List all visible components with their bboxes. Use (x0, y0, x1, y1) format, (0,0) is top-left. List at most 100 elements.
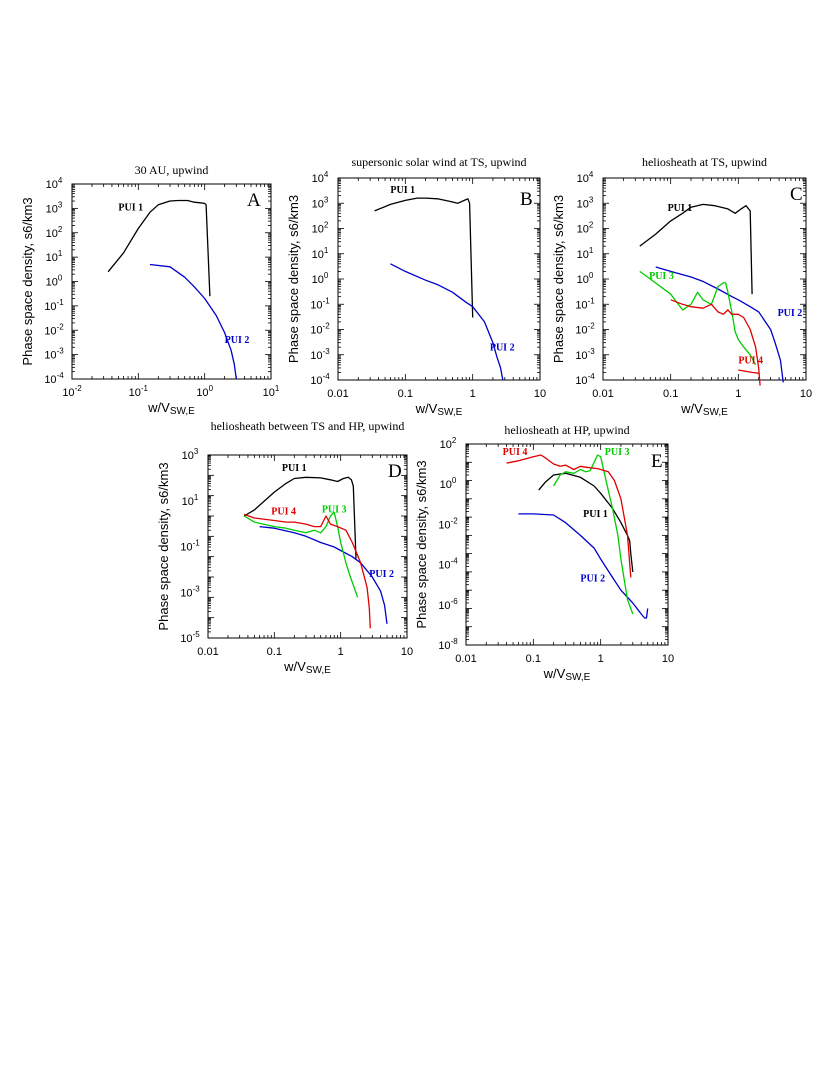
panel-b-y-tick-base: 10 (312, 198, 324, 210)
panel-b-y-tick-exponent: 0 (324, 271, 329, 280)
panel-a-x-tick-exponent: -2 (75, 384, 83, 393)
panel-b-x-tick-base: 0.01 (327, 388, 348, 400)
panel-d-x-tick-base: 1 (338, 646, 344, 658)
panel-a-series-pui-1 (107, 199, 211, 297)
panel-c-letter: C (790, 184, 803, 205)
panel-d-y-tick-base: 10 (180, 587, 192, 599)
panel-a-y-tick-exponent: 0 (58, 274, 63, 283)
panel-d-y-axis-label: Phase space density, s6/km3 (156, 462, 171, 630)
panel-a-y-tick-label: 104 (46, 176, 63, 191)
panel-a-x-axis-label-main: w/V (147, 400, 170, 415)
panel-e-series-pui-3 (553, 454, 634, 615)
panel-c-y-tick-exponent: 1 (589, 246, 594, 255)
panel-a-frame (71, 183, 272, 380)
panel-a-x-tick-base: 10 (263, 387, 275, 399)
panel-c-y-tick-exponent: -1 (588, 296, 596, 305)
panel-e-y-tick-label: 10-2 (438, 516, 458, 531)
panel-e-y-tick-base: 10 (438, 640, 450, 652)
panel-e-y-tick-base: 10 (440, 439, 452, 451)
panel-c-series-pui-4-tail (738, 369, 759, 375)
panel-c-label-pui-3: PUI 3 (649, 271, 674, 282)
panel-d-x-tick-base: 10 (401, 646, 413, 658)
panel-c-y-tick-base: 10 (575, 299, 587, 311)
panel-d-x-axis-label-main: w/V (283, 659, 306, 674)
panel-a-title: 30 AU, upwind (135, 163, 209, 177)
panel-a-x-tick-base: 10 (196, 387, 208, 399)
panel-b-series-pui-1 (374, 197, 474, 318)
panel-a-y-tick-exponent: 3 (58, 200, 63, 209)
panel-a-y-tick-label: 10-1 (44, 298, 64, 313)
panel-d-series-pui-2 (259, 525, 388, 624)
panel-d-x-tick-label: 0.01 (197, 646, 218, 658)
panel-c-x-tick-base: 1 (735, 388, 741, 400)
panel-e-x-axis-label-main: w/V (543, 666, 566, 681)
panel-a-letter: A (247, 190, 261, 211)
panel-e-x-tick-base: 10 (662, 653, 674, 665)
panel-d-y-tick-exponent: -5 (193, 630, 201, 639)
panel-e-y-axis-label: Phase space density, s6/km3 (414, 460, 429, 628)
panel-d-series-pui-1 (243, 476, 357, 559)
panel-d-label-pui-2: PUI 2 (369, 569, 394, 580)
panel-b-x-tick-base: 0.1 (398, 388, 413, 400)
panel-c-y-tick-label: 100 (577, 271, 594, 286)
panel-c-y-tick-exponent: -3 (588, 347, 596, 356)
panel-b: supersonic solar wind at TS, upwind B 0.01… (286, 155, 546, 418)
panel-e-label-pui-4: PUI 4 (503, 447, 528, 458)
panel-b-y-tick-base: 10 (312, 249, 324, 261)
panel-c-y-tick-label: 10-2 (575, 322, 595, 337)
panel-d-label-pui-1: PUI 1 (282, 463, 307, 474)
panel-d-y-tick-label: 103 (182, 447, 199, 462)
panel-c-x-tick-base: 10 (800, 388, 812, 400)
panel-d-label-pui-4: PUI 4 (271, 506, 296, 517)
panel-c-y-tick-label: 103 (577, 195, 594, 210)
panel-b-y-tick-exponent: -2 (323, 322, 331, 331)
panel-c-y-tick-label: 10-3 (575, 347, 595, 362)
panel-d-x-axis-label-sub: SW,E (306, 665, 331, 676)
panel-b-x-tick-label: 1 (470, 388, 476, 400)
panel-b-y-axis-label: Phase space density, s6/km3 (286, 195, 301, 363)
panel-b-y-tick-label: 10-1 (310, 296, 330, 311)
panel-a-label-pui-1: PUI 1 (118, 203, 143, 214)
panel-c-series-pui-1 (639, 203, 753, 295)
panel-e-x-axis-label-sub: SW,E (565, 672, 590, 683)
panel-e-series-pui-2 (518, 513, 649, 619)
panel-d-x-tick-label: 0.1 (267, 646, 282, 658)
panel-a-x-tick-label: 10-2 (62, 384, 82, 399)
panel-a-y-tick-label: 101 (46, 249, 63, 264)
panel-d-y-tick-exponent: -1 (193, 539, 201, 548)
panel-e-y-tick-label: 10-4 (438, 557, 458, 572)
panel-c-y-tick-base: 10 (577, 224, 589, 236)
panel-c-y-tick-base: 10 (577, 198, 589, 210)
panel-a-y-tick-exponent: -3 (57, 347, 65, 356)
panel-b-y-tick-exponent: 3 (324, 195, 329, 204)
panel-a-x-tick-label: 100 (196, 384, 213, 399)
panel-d-y-tick-base: 10 (180, 542, 192, 554)
panel-a-x-tick-label: 101 (263, 384, 280, 399)
panel-d-y-tick-label: 10-5 (180, 630, 200, 645)
panel-a-x-tick-base: 10 (62, 387, 74, 399)
panel-d-y-tick-label: 101 (182, 493, 199, 508)
panel-a-y-tick-label: 103 (46, 200, 63, 215)
panel-d: heliosheath between TS and HP, upwind D 0.… (156, 419, 413, 676)
panel-a-y-tick-exponent: -2 (57, 322, 65, 331)
panel-c-x-tick-base: 0.01 (592, 388, 613, 400)
panel-e-y-tick-base: 10 (440, 479, 452, 491)
panel-b-x-tick-label: 0.01 (327, 388, 348, 400)
panel-b-x-tick-label: 10 (534, 388, 546, 400)
panel-c-x-tick-label: 1 (735, 388, 741, 400)
panel-c-y-tick-base: 10 (575, 325, 587, 337)
panel-b-y-tick-label: 101 (312, 246, 329, 261)
panel-b-x-tick-base: 1 (470, 388, 476, 400)
panel-b-y-tick-label: 104 (312, 170, 329, 185)
panel-c-y-tick-label: 102 (577, 221, 594, 236)
panel-c-y-tick-label: 10-4 (575, 372, 595, 387)
panel-b-series-pui-2 (390, 263, 504, 381)
panel-a-y-tick-base: 10 (44, 374, 56, 386)
panel-e-y-tick-exponent: 2 (452, 436, 457, 445)
panel-a-label-pui-2: PUI 2 (225, 335, 250, 346)
panel-a-x-tick-exponent: 1 (275, 384, 280, 393)
panel-b-y-tick-label: 10-2 (310, 322, 330, 337)
